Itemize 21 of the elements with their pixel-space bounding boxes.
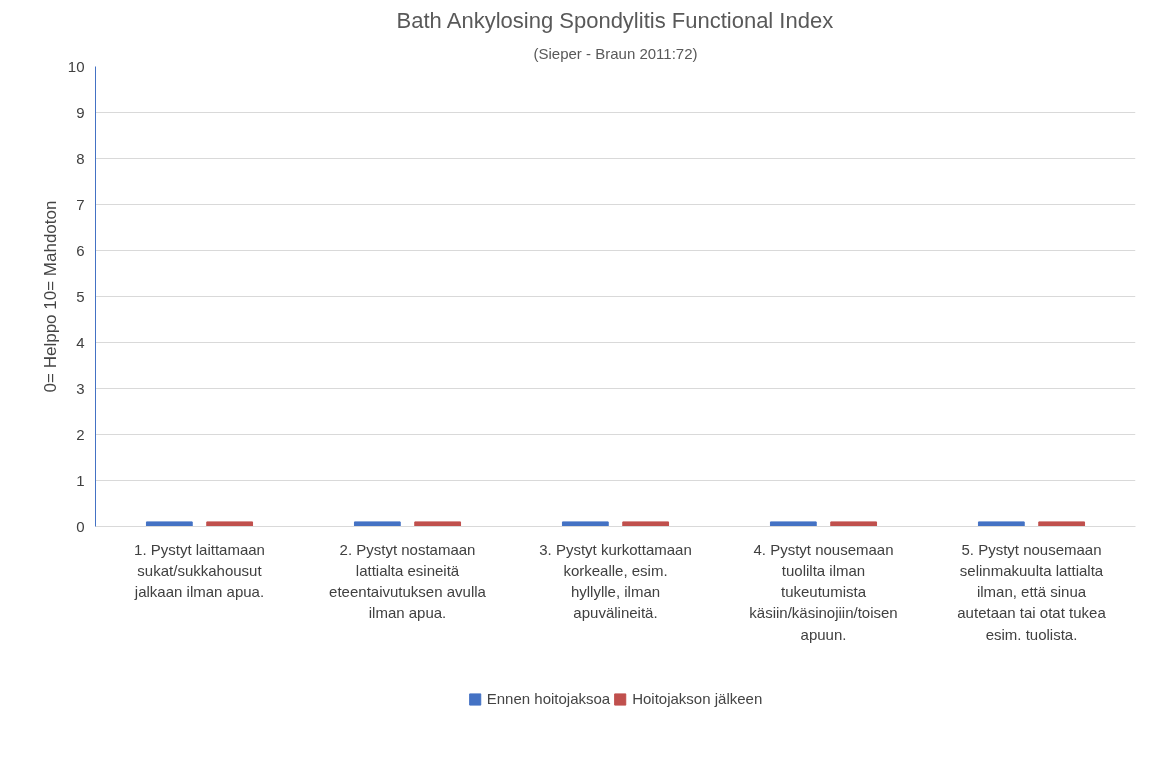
y-tick-label: 6 bbox=[76, 241, 85, 259]
x-tick-label: 2. Pystyt nostamaan lattialta esineitä eteentaivutuksen avulla ilman apua. bbox=[329, 540, 487, 622]
x-tick-label: 4. Pystyt nousemaan tuolilta ilman tukeutumista käsiin/käsinojiin/toisen apuun. bbox=[749, 540, 898, 643]
y-tick-label: 9 bbox=[76, 103, 85, 121]
y-tick-label: 3 bbox=[76, 379, 85, 397]
y-tick-label: 0 bbox=[76, 517, 85, 535]
y-tick-label: 2 bbox=[76, 425, 85, 443]
y-tick-label: 10 bbox=[67, 57, 85, 75]
y-tick-label: 7 bbox=[76, 195, 85, 213]
y-axis-title: 0= Helppo 10= Mahdoton bbox=[40, 200, 60, 393]
chart-title: Bath Ankylosing Spondylitis Functional Index bbox=[396, 7, 834, 33]
legend-label: Ennen hoitojaksoa bbox=[486, 690, 611, 707]
chart-subtitle: (Sieper - Braun 2011:72) bbox=[533, 44, 698, 62]
x-tick-label: 5. Pystyt nousemaan selinmakuulta lattialta ilman, että sinua autetaan tai otat tukea esim. tuolista. bbox=[957, 540, 1107, 643]
y-tick-label: 5 bbox=[76, 287, 85, 305]
x-tick-label: 1. Pystyt laittamaan sukat/sukkahousut jalkaan ilman apua. bbox=[133, 540, 265, 600]
y-tick-label: 1 bbox=[76, 471, 85, 489]
x-tick-label: 3. Pystyt kurkottamaan korkealle, esim. hyllylle, ilman apuvälineitä. bbox=[539, 540, 692, 622]
y-tick-label: 4 bbox=[76, 333, 85, 351]
y-tick-label: 8 bbox=[76, 149, 85, 167]
legend-label: Hoitojakson jälkeen bbox=[632, 690, 763, 707]
